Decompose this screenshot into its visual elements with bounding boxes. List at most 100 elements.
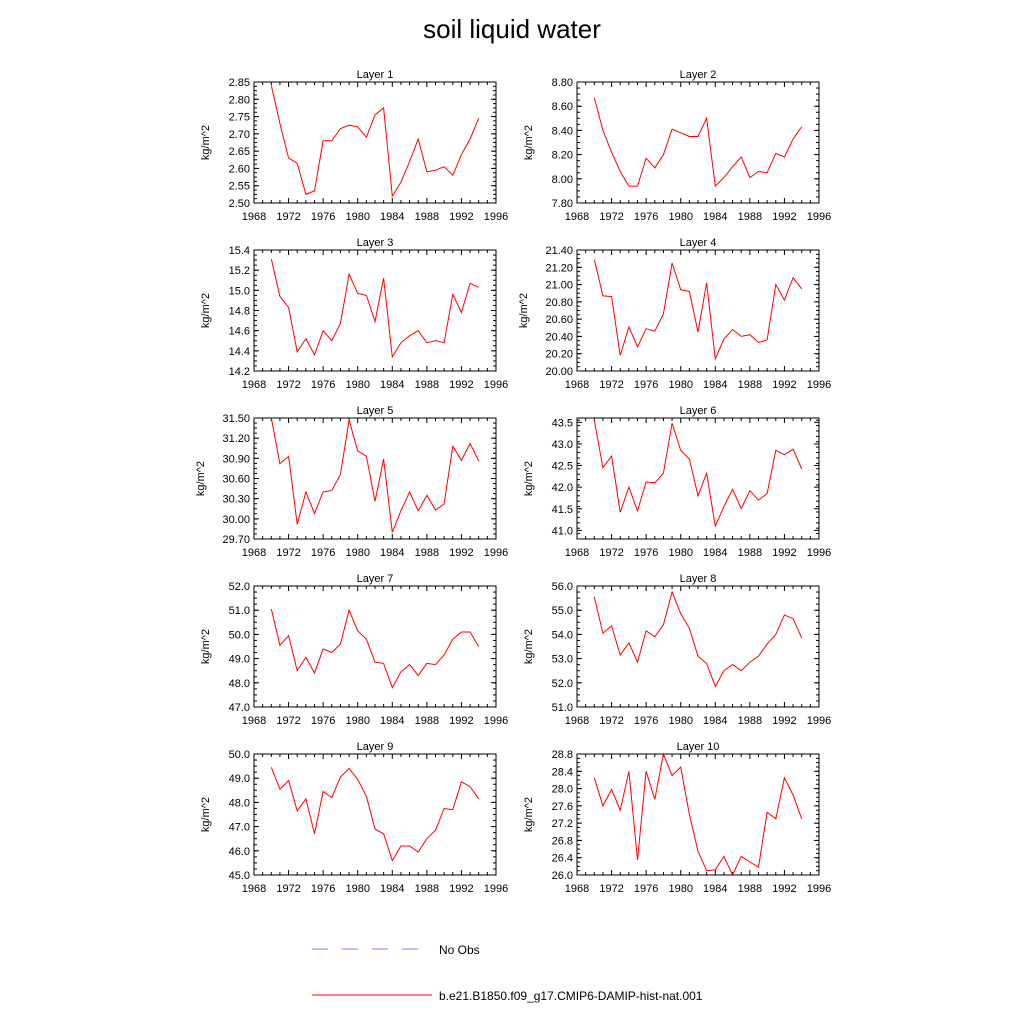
y-tick-label: 14.6 [229, 326, 250, 338]
x-tick-label: 1984 [703, 547, 727, 559]
y-axis-label: kg/m^2 [523, 461, 535, 496]
y-tick-label: 29.70 [222, 534, 250, 546]
y-tick-label: 15.0 [229, 285, 250, 297]
y-tick-label: 26.0 [552, 870, 573, 882]
y-tick-label: 41.0 [552, 525, 573, 537]
y-tick-label: 27.2 [552, 818, 573, 830]
plot-frame [253, 585, 497, 708]
chart-panel-4: Layer 4 1968 1972 1976 1980 1984 1988 1992 1996 2… [518, 237, 831, 391]
x-tick-label: 1988 [415, 547, 439, 559]
y-tick-label: 50.0 [229, 629, 250, 641]
x-tick-label: 1972 [599, 211, 623, 223]
plot-frame [576, 81, 820, 204]
x-tick-label: 1976 [634, 883, 658, 895]
panel-title: Layer 3 [357, 237, 394, 249]
x-tick-label: 1996 [484, 715, 508, 727]
x-tick-label: 1972 [276, 547, 300, 559]
legend-label-no-obs: No Obs [439, 943, 480, 957]
chart-panel-1: Layer 1 1968 1972 1976 1980 1984 1988 1992 1996 2… [200, 69, 508, 223]
x-tick-label: 1984 [703, 211, 727, 223]
y-tick-label: 21.20 [545, 262, 573, 274]
y-tick-label: 51.0 [552, 702, 573, 714]
x-tick-label: 1976 [311, 211, 335, 223]
y-tick-label: 7.80 [552, 198, 573, 210]
x-tick-label: 1988 [738, 547, 762, 559]
series-line [270, 258, 479, 359]
chart-panel-8: Layer 8 1968 1972 1976 1980 1984 1988 1992 1996 5… [523, 573, 831, 727]
x-tick-label: 1984 [703, 715, 727, 727]
y-tick-label: 51.0 [229, 605, 250, 617]
y-tick-label: 20.80 [545, 297, 573, 309]
y-tick-label: 2.60 [229, 163, 250, 175]
chart-panel-2: Layer 2 1968 1972 1976 1980 1984 1988 1992 1996 7… [523, 69, 831, 223]
series-line [593, 259, 803, 361]
x-tick-label: 1996 [484, 379, 508, 391]
y-axis-label: kg/m^2 [200, 629, 212, 664]
y-axis-label: kg/m^2 [200, 797, 212, 832]
y-tick-label: 43.5 [552, 417, 573, 429]
x-tick-label: 1980 [345, 547, 369, 559]
y-tick-label: 21.40 [545, 245, 573, 257]
legend: No Obs b.e21.B1850.f09_g17.CMIP6-DAMIP-hi… [312, 943, 703, 1003]
y-tick-label: 2.70 [229, 129, 250, 141]
y-tick-label: 20.00 [545, 366, 573, 378]
x-tick-label: 1988 [738, 883, 762, 895]
x-tick-label: 1972 [599, 547, 623, 559]
y-tick-label: 49.0 [229, 773, 250, 785]
y-tick-label: 48.0 [229, 797, 250, 809]
x-tick-label: 1984 [380, 211, 404, 223]
x-tick-label: 1988 [415, 883, 439, 895]
x-tick-label: 1972 [599, 715, 623, 727]
y-tick-label: 26.4 [552, 853, 573, 865]
y-tick-label: 20.20 [545, 349, 573, 361]
chart-panel-10: Layer 10 1968 1972 1976 1980 1984 1988 1992 1996… [523, 741, 831, 895]
x-tick-label: 1968 [565, 211, 589, 223]
x-tick-label: 1976 [634, 715, 658, 727]
y-tick-label: 46.0 [229, 846, 250, 858]
y-tick-label: 28.4 [552, 766, 573, 778]
x-tick-label: 1984 [380, 883, 404, 895]
x-tick-label: 1980 [668, 883, 692, 895]
x-tick-label: 1992 [449, 211, 473, 223]
x-tick-label: 1984 [380, 547, 404, 559]
y-tick-label: 2.75 [229, 112, 250, 124]
x-tick-label: 1988 [738, 379, 762, 391]
y-tick-label: 50.0 [229, 749, 250, 761]
y-tick-label: 15.2 [229, 265, 250, 277]
y-tick-label: 2.65 [229, 146, 250, 158]
y-tick-label: 43.0 [552, 439, 573, 451]
panel-title: Layer 10 [677, 741, 720, 753]
y-axis-label: kg/m^2 [200, 125, 212, 160]
y-tick-label: 42.5 [552, 461, 573, 473]
y-tick-label: 2.55 [229, 181, 250, 193]
plot-frame [253, 753, 497, 876]
x-tick-label: 1968 [242, 547, 266, 559]
y-tick-label: 28.8 [552, 749, 573, 761]
y-tick-label: 8.80 [552, 77, 573, 89]
plot-frame [253, 249, 497, 372]
y-tick-label: 52.0 [552, 678, 573, 690]
x-tick-label: 1976 [311, 883, 335, 895]
series-line [270, 608, 480, 689]
y-tick-label: 14.4 [229, 346, 250, 358]
y-tick-label: 47.0 [229, 702, 250, 714]
x-tick-label: 1980 [345, 883, 369, 895]
x-tick-label: 1972 [276, 211, 300, 223]
x-tick-label: 1968 [242, 211, 266, 223]
plot-frame [253, 81, 497, 204]
y-tick-label: 45.0 [229, 870, 250, 882]
y-axis-label: kg/m^2 [195, 461, 207, 496]
plot-frame [576, 753, 820, 876]
x-tick-label: 1968 [242, 379, 266, 391]
y-tick-label: 15.4 [229, 245, 250, 257]
series-line [270, 417, 480, 533]
y-tick-label: 20.60 [545, 314, 573, 326]
plot-frame [576, 417, 820, 540]
x-tick-label: 1996 [807, 883, 831, 895]
y-tick-label: 14.2 [229, 366, 250, 378]
series-line [593, 420, 803, 528]
x-tick-label: 1992 [772, 211, 796, 223]
y-tick-label: 55.0 [552, 605, 573, 617]
y-tick-label: 49.0 [229, 654, 250, 666]
y-tick-label: 30.00 [222, 514, 250, 526]
